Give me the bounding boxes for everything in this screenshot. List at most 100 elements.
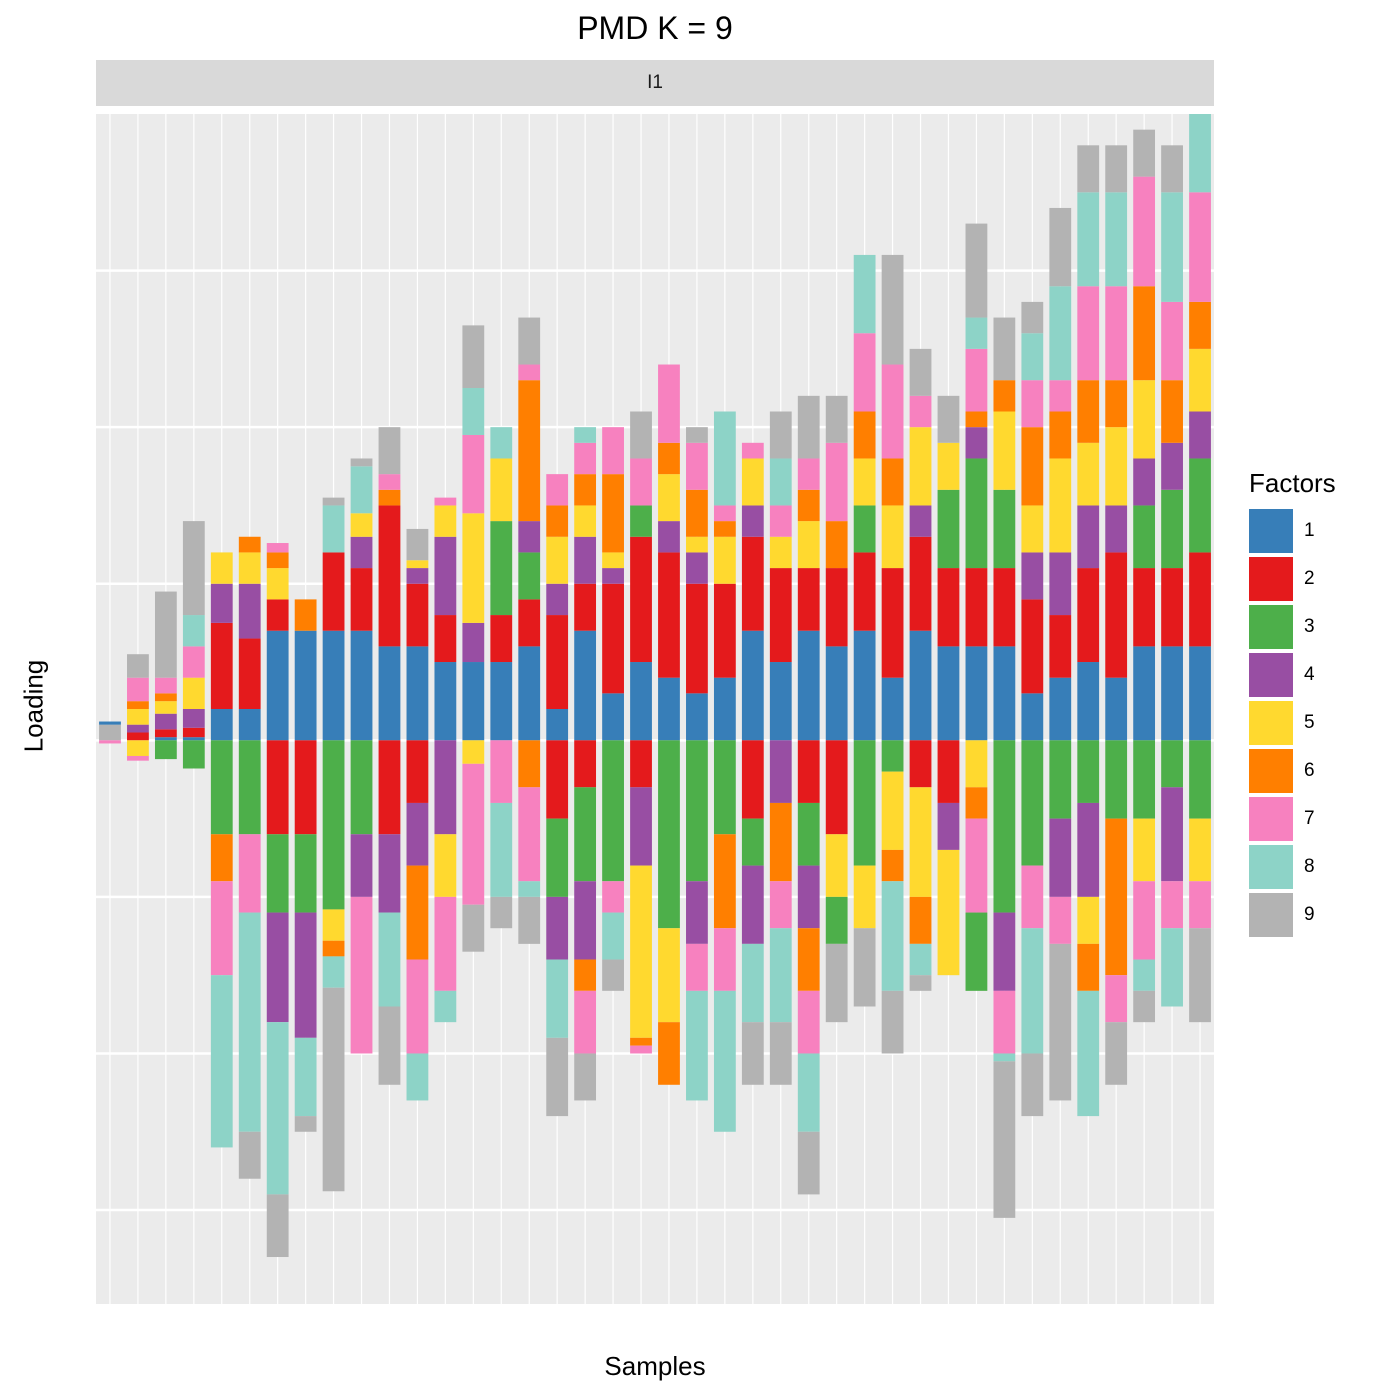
bar-segment-factor-4 <box>210 583 233 623</box>
bar-segment-factor-2 <box>574 740 597 788</box>
bar-segment-factor-4 <box>546 896 569 960</box>
bar-segment-factor-2 <box>741 536 764 631</box>
bar-segment-factor-7 <box>965 818 988 913</box>
bar-segment-factor-6 <box>1189 301 1211 349</box>
legend: Factors 1 2 3 4 5 6 7 8 9 <box>1249 468 1336 939</box>
bar-segment-factor-5 <box>658 928 680 1023</box>
bar-segment-factor-4 <box>769 740 792 803</box>
bar-segment-factor-6 <box>322 940 345 957</box>
bar-segment-factor-9 <box>602 959 624 991</box>
bar-segment-factor-7 <box>686 442 708 490</box>
bar-segment-factor-9 <box>406 528 429 561</box>
bar-segment-factor-5 <box>1049 458 1072 553</box>
bar-segment-factor-9 <box>909 348 932 396</box>
legend-swatch <box>1249 509 1293 553</box>
bar-segment-factor-4 <box>1077 802 1100 897</box>
bar-segment-factor-3 <box>965 912 988 991</box>
bar-segment-factor-6 <box>574 474 597 506</box>
bar-segment-factor-8 <box>406 1053 429 1101</box>
bar-segment-factor-9 <box>182 521 205 616</box>
bar-segment-factor-5 <box>266 568 289 600</box>
legend-item: 9 <box>1249 891 1336 939</box>
bar-segment-factor-2 <box>154 729 177 738</box>
bar-segment-factor-8 <box>1161 192 1183 302</box>
legend-swatch <box>1249 701 1293 745</box>
bar-segment-factor-3 <box>993 489 1016 569</box>
bar-segment-factor-8 <box>574 427 597 443</box>
bar-segment-factor-6 <box>1077 380 1100 443</box>
bar-segment-factor-2 <box>210 622 233 709</box>
bar-segment-factor-8 <box>881 881 904 991</box>
bar-segment-factor-2 <box>853 552 876 631</box>
bar-segment-factor-9 <box>1161 145 1183 193</box>
bar-segment-factor-3 <box>1133 740 1156 819</box>
bar-segment-factor-2 <box>1049 615 1072 678</box>
bar-segment-factor-8 <box>210 975 233 1148</box>
bar-segment-factor-8 <box>965 317 988 349</box>
bar-segment-factor-9 <box>769 1022 792 1085</box>
bar-segment-factor-2 <box>127 732 149 741</box>
bar-segment-factor-5 <box>937 849 960 976</box>
bar-segment-factor-2 <box>1021 599 1044 694</box>
bar-segment-factor-5 <box>127 740 149 756</box>
bar-segment-factor-3 <box>350 740 373 835</box>
bar-segment-factor-9 <box>546 1037 569 1117</box>
bar-segment-factor-9 <box>1049 207 1072 287</box>
bar-segment-factor-4 <box>741 865 764 944</box>
bar-segment-factor-5 <box>127 709 149 725</box>
bar-segment-factor-1 <box>182 737 205 741</box>
bar-segment-factor-7 <box>350 896 373 1054</box>
bar-segment-factor-1 <box>518 646 541 741</box>
bar-segment-factor-2 <box>546 740 569 819</box>
bar-segment-factor-2 <box>881 568 904 678</box>
bar-segment-factor-5 <box>434 505 457 537</box>
bar-segment-factor-8 <box>1189 114 1211 193</box>
bar-segment-factor-7 <box>127 755 149 761</box>
bar-segment-factor-3 <box>518 552 541 600</box>
bar-segment-factor-1 <box>1049 677 1072 741</box>
bar-segment-factor-7 <box>406 959 429 1054</box>
bar-segment-factor-3 <box>741 818 764 866</box>
bar-segment-factor-5 <box>210 552 233 584</box>
bar-segment-factor-2 <box>630 740 652 788</box>
bar-segment-factor-3 <box>322 740 345 910</box>
bar-segment-factor-3 <box>602 740 624 882</box>
bar-segment-factor-1 <box>574 630 597 741</box>
bar-segment-factor-9 <box>99 724 121 741</box>
bar-segment-factor-8 <box>322 505 345 553</box>
bar-segment-factor-3 <box>574 787 597 882</box>
bar-segment-factor-4 <box>266 912 289 1023</box>
bar-segment-factor-2 <box>182 727 205 738</box>
bar-segment-factor-7 <box>769 881 792 929</box>
bar-segment-factor-6 <box>1133 286 1156 381</box>
bar-segment-factor-4 <box>406 568 429 584</box>
bar-segment-factor-7 <box>1133 176 1156 287</box>
bar-segment-factor-7 <box>1021 865 1044 929</box>
bar-segment-factor-5 <box>462 740 485 764</box>
bar-segment-factor-6 <box>406 865 429 960</box>
bar-segment-factor-6 <box>909 896 932 944</box>
bar-segment-factor-5 <box>686 536 708 553</box>
bar-segment-factor-3 <box>182 740 205 769</box>
bar-segment-factor-6 <box>238 536 261 553</box>
bar-segment-factor-2 <box>1077 568 1100 663</box>
bar-segment-factor-6 <box>713 521 736 537</box>
bar-segment-factor-9 <box>127 654 149 678</box>
bar-segment-factor-5 <box>350 513 373 537</box>
bar-segment-factor-5 <box>713 536 736 584</box>
bar-segment-factor-1 <box>322 630 345 741</box>
bar-segment-factor-9 <box>630 411 652 459</box>
bar-segment-factor-5 <box>769 536 792 569</box>
bar-segment-factor-6 <box>965 411 988 428</box>
bar-segment-factor-4 <box>965 427 988 459</box>
legend-swatch <box>1249 749 1293 793</box>
facet-strip: I1 <box>96 60 1214 106</box>
bar-segment-factor-6 <box>965 787 988 819</box>
bar-segment-factor-3 <box>210 740 233 835</box>
bar-segment-factor-6 <box>518 740 541 788</box>
chart-title: PMD K = 9 <box>577 10 733 46</box>
bar-segment-factor-8 <box>909 943 932 976</box>
bar-segment-factor-8 <box>1077 990 1100 1117</box>
bar-segment-factor-1 <box>937 646 960 741</box>
